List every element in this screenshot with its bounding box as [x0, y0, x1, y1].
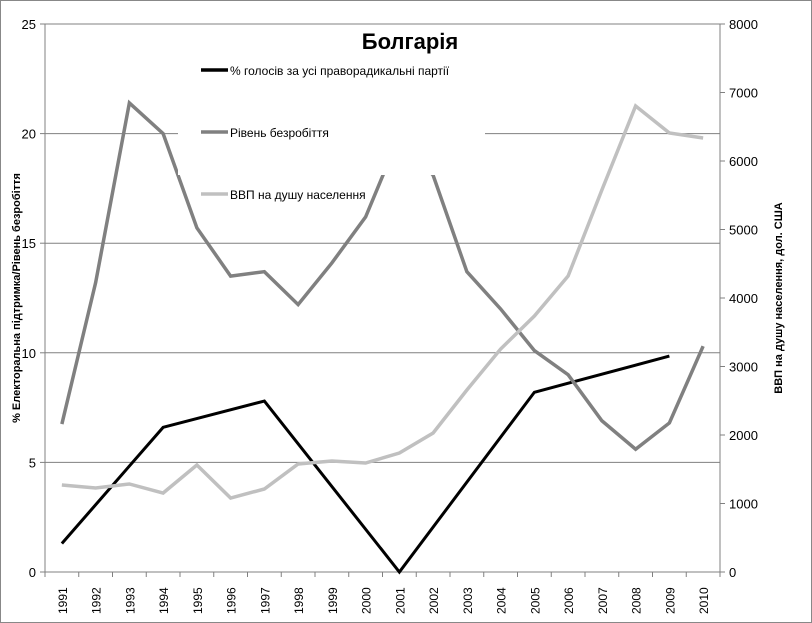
y2-tick-label: 2000 — [729, 428, 758, 443]
y-tick-label: 10 — [22, 346, 36, 361]
legend: % голосів за усі праворадикальні партії Р… — [201, 64, 450, 202]
y-tick-label: 5 — [29, 455, 36, 470]
x-tick-label: 2009 — [663, 587, 677, 614]
x-tick-label: 2004 — [495, 587, 509, 614]
y2-tick-label: 4000 — [729, 291, 758, 306]
x-tick-label: 2007 — [596, 587, 610, 614]
x-tick-label: 1997 — [258, 587, 272, 614]
y-axis-label: % Електоральна підтримка/Рівень безробіт… — [11, 173, 23, 423]
y2-tick-label: 8000 — [729, 17, 758, 32]
x-tick-label: 2003 — [461, 587, 475, 614]
y2-tick-label: 7000 — [729, 86, 758, 101]
series-line-3 — [61, 103, 704, 500]
x-tick-label: 1991 — [56, 587, 70, 614]
y2-tick-label: 6000 — [729, 154, 758, 169]
x-tick-label: 2005 — [528, 587, 542, 614]
x-tick-label: 2000 — [360, 587, 374, 614]
y2-tick-label: 1000 — [729, 497, 758, 512]
x-tick-label: 1998 — [292, 587, 306, 614]
y-tick-label: 15 — [22, 236, 36, 251]
x-tick-label: 2002 — [427, 587, 441, 614]
x-tick-label: 1992 — [90, 587, 104, 614]
x-tick-label: 2010 — [697, 587, 711, 614]
legend-background — [178, 55, 485, 175]
x-tick-label: 1993 — [123, 587, 137, 614]
x-tick-label: 2001 — [393, 587, 407, 614]
x-tick-label: 2006 — [562, 587, 576, 614]
legend-label: Рівень безробіття — [230, 126, 329, 140]
series-line-1 — [60, 354, 670, 575]
x-tick-label: 1999 — [326, 587, 340, 614]
x-tick-label: 1996 — [225, 587, 239, 614]
x-tick-label: 1995 — [191, 587, 205, 614]
series-line-2 — [60, 99, 705, 452]
y-tick-label: 0 — [29, 565, 36, 580]
y2-tick-label: 5000 — [729, 223, 758, 238]
y-tick-label: 20 — [22, 127, 36, 142]
y2-tick-label: 0 — [729, 565, 736, 580]
x-tick-label: 2008 — [630, 587, 644, 614]
legend-label: % голосів за усі праворадикальні партії — [230, 64, 450, 78]
y-tick-label: 25 — [22, 17, 36, 32]
y2-tick-label: 3000 — [729, 360, 758, 375]
legend-label: ВВП на душу населення — [230, 188, 366, 202]
y2-axis-label: ВВП на душу населення, дол. США — [773, 202, 785, 394]
x-tick-label: 1994 — [157, 587, 171, 614]
chart-title: Болгарія — [362, 29, 458, 54]
